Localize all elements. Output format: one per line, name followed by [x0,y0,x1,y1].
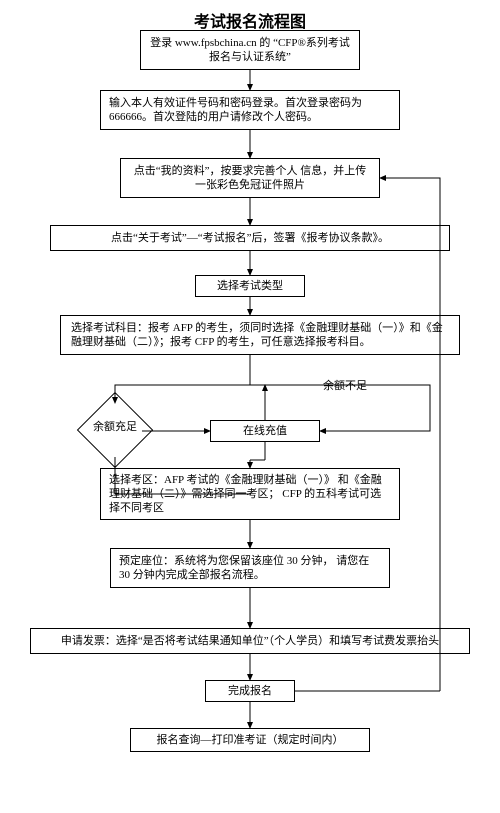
node-invoice: 申请发票：选择“是否将考试结果通知单位”（个人学员）和填写考试费发票抬头 [30,628,470,654]
node-agreement: 点击“关于考试”—“考试报名”后，签署《报考协议条款》。 [50,225,450,251]
node-subjects: 选择考试科目：报考 AFP 的考生，须同时选择《金融理财基础（一）》和《金融理财… [60,315,460,355]
node-complete: 完成报名 [205,680,295,702]
decision-balance [77,392,153,468]
node-reserve-seat: 预定座位：系统将为您保留该座位 30 分钟， 请您在 30 分钟内完成全部报名流… [110,548,390,588]
node-print-ticket: 报名查询—打印准考证（规定时间内） [130,728,370,752]
node-enter-id: 输入本人有效证件号码和密码登录。首次登录密码为666666。首次登陆的用户请修改… [100,90,400,130]
node-exam-area: 选择考区：AFP 考试的《金融理财基础（一）》 和《金融理财基础（二）》需选择同… [100,468,400,520]
node-exam-type: 选择考试类型 [195,275,305,297]
label-insufficient: 余额不足 [320,376,370,394]
page-title: 考试报名流程图 [0,0,500,32]
node-recharge: 在线充值 [210,420,320,442]
node-my-profile: 点击“我的资料”，按要求完善个人 信息，并上传一张彩色免冠证件照片 [120,158,380,198]
node-login: 登录 www.fpsbchina.cn 的 “CFP®系列考试报名与认证系统” [140,30,360,70]
